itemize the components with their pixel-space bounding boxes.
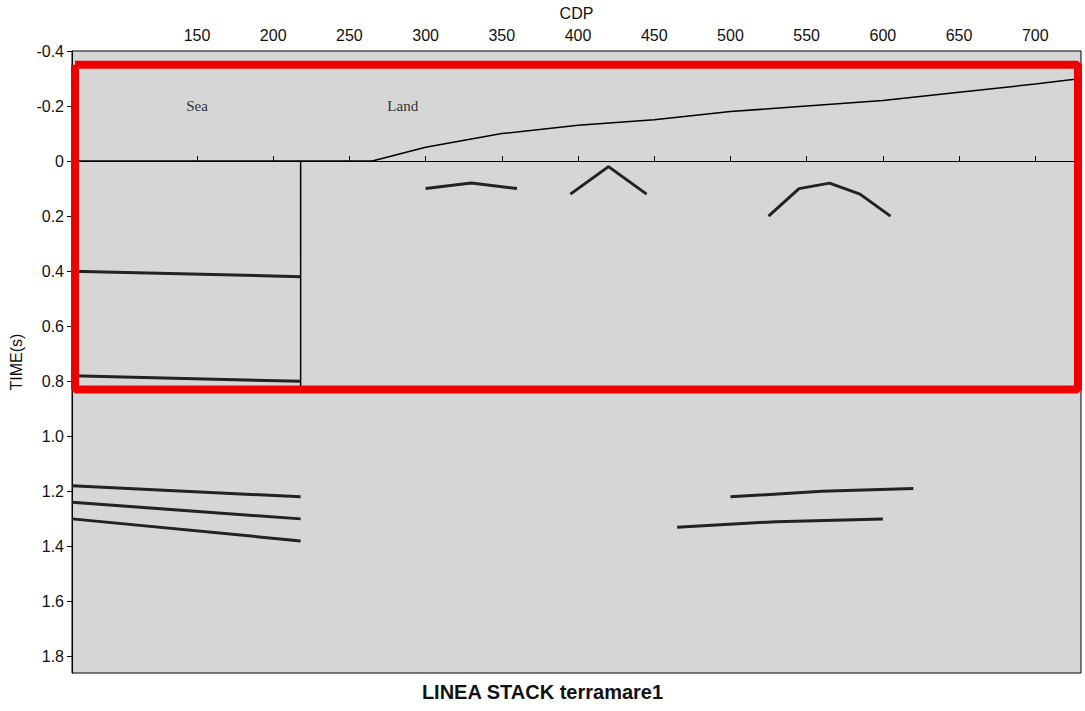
svg-text:1.8: 1.8: [42, 648, 64, 665]
svg-text:Sea: Sea: [186, 98, 208, 114]
svg-text:LINEA STACK terramare1: LINEA STACK terramare1: [422, 681, 663, 703]
svg-text:0: 0: [55, 153, 64, 170]
svg-text:1.2: 1.2: [42, 483, 64, 500]
svg-text:400: 400: [565, 27, 592, 44]
svg-text:700: 700: [1022, 27, 1049, 44]
svg-text:CDP: CDP: [560, 5, 594, 22]
svg-text:550: 550: [793, 27, 820, 44]
svg-text:1.0: 1.0: [42, 428, 64, 445]
svg-text:-0.4: -0.4: [36, 43, 64, 60]
svg-text:450: 450: [641, 27, 668, 44]
svg-text:600: 600: [870, 27, 897, 44]
svg-text:200: 200: [260, 27, 287, 44]
svg-text:0.2: 0.2: [42, 208, 64, 225]
svg-text:1.4: 1.4: [42, 538, 64, 555]
svg-text:1.6: 1.6: [42, 593, 64, 610]
svg-text:TIME(s): TIME(s): [8, 334, 25, 391]
svg-text:0.4: 0.4: [42, 263, 64, 280]
svg-text:-0.2: -0.2: [36, 98, 64, 115]
svg-text:0.6: 0.6: [42, 318, 64, 335]
svg-text:Land: Land: [387, 98, 418, 114]
svg-text:350: 350: [488, 27, 515, 44]
svg-text:500: 500: [717, 27, 744, 44]
svg-text:0.8: 0.8: [42, 373, 64, 390]
svg-text:300: 300: [412, 27, 439, 44]
svg-text:150: 150: [184, 27, 211, 44]
svg-text:650: 650: [946, 27, 973, 44]
svg-text:250: 250: [336, 27, 363, 44]
